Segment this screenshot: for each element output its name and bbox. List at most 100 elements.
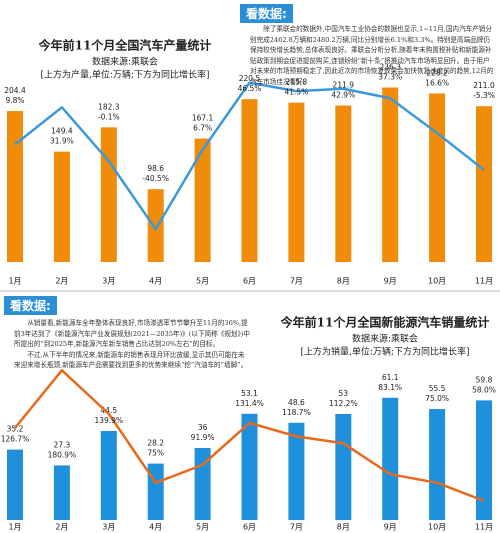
x-tick-label: 3月 bbox=[102, 523, 115, 532]
x-tick-label: 9月 bbox=[384, 277, 397, 286]
article: 从销量看,新能源车全年整体表现良好,市场渗透率节节攀升至11月的36%,提前3年… bbox=[14, 318, 250, 371]
value-label: 167.1 bbox=[192, 114, 214, 123]
bar bbox=[7, 449, 23, 520]
bar bbox=[194, 138, 211, 262]
bar bbox=[476, 106, 492, 262]
bar bbox=[335, 414, 352, 520]
bar bbox=[382, 87, 399, 262]
value-label: 35.2 bbox=[7, 425, 24, 434]
x-tick-label: 11月 bbox=[475, 523, 493, 532]
growth-label: 139.9% bbox=[94, 416, 123, 425]
value-label: 55.5 bbox=[429, 384, 446, 393]
bar bbox=[53, 151, 70, 262]
bar bbox=[335, 105, 352, 263]
bar bbox=[147, 463, 164, 520]
x-tick-label: 5月 bbox=[196, 277, 209, 286]
section-tag: 看数据: bbox=[240, 4, 293, 23]
x-tick-label: 4月 bbox=[149, 277, 162, 286]
line bbox=[14, 369, 485, 503]
bar bbox=[53, 465, 70, 520]
bar bbox=[241, 99, 258, 263]
x-tick-label: 2月 bbox=[55, 277, 68, 286]
x-tick-label: 8月 bbox=[337, 277, 350, 286]
growth-label: 9.8% bbox=[5, 96, 24, 105]
bar bbox=[100, 431, 117, 520]
growth-label: 31.9% bbox=[50, 137, 74, 146]
chart-note: [上方为产量,单位:万辆;下方为同比增长率] bbox=[41, 69, 210, 81]
value-label: 236.3 bbox=[379, 63, 401, 72]
value-label: 182.3 bbox=[98, 102, 120, 111]
x-tick-label: 5月 bbox=[196, 523, 209, 532]
bar bbox=[382, 397, 399, 520]
value-label: 149.4 bbox=[51, 127, 73, 136]
x-tick-label: 9月 bbox=[384, 523, 397, 532]
bar bbox=[7, 111, 23, 262]
x-tick-label: 4月 bbox=[149, 523, 162, 532]
growth-label: 126.7% bbox=[1, 435, 30, 444]
x-tick-label: 8月 bbox=[337, 523, 350, 532]
value-label: 36 bbox=[198, 423, 208, 432]
growth-label: 118.7% bbox=[282, 408, 311, 417]
x-tick-label: 2月 bbox=[55, 523, 68, 532]
growth-label: 6.7% bbox=[193, 124, 212, 133]
paragraph: 从销量看,新能源车全年整体表现良好,市场渗透率节节攀升至11月的36%,提前3年… bbox=[14, 319, 250, 349]
growth-label: 91.9% bbox=[191, 433, 215, 442]
growth-label: 75.0% bbox=[425, 394, 449, 403]
x-tick-label: 6月 bbox=[243, 277, 256, 286]
bar bbox=[147, 189, 164, 262]
growth-label: 131.4% bbox=[235, 399, 264, 408]
value-label: 204.4 bbox=[4, 86, 26, 95]
x-tick-label: 3月 bbox=[102, 277, 115, 286]
growth-label: -0.1% bbox=[98, 112, 120, 121]
chart-title: 今年前11个月全国汽车产量统计 bbox=[38, 38, 212, 53]
bar bbox=[429, 409, 446, 520]
x-tick-label: 1月 bbox=[8, 523, 21, 532]
paragraph: 不过,从下半年的情况来,新能源车的销售表现月环比放缓,显示其仍可能在未来迎来增长… bbox=[14, 350, 248, 370]
growth-label: 37.3% bbox=[378, 73, 402, 82]
bar bbox=[429, 93, 446, 262]
x-tick-label: 7月 bbox=[290, 277, 303, 286]
bar bbox=[288, 102, 305, 262]
growth-label: -40.5% bbox=[142, 174, 169, 183]
growth-label: 180.9% bbox=[48, 450, 77, 459]
paragraph: 除了乘联会的数据外,中国汽车工业协会的数据也显示,1~11月,国内汽车产销分别完… bbox=[250, 25, 494, 86]
x-tick-label: 6月 bbox=[243, 523, 256, 532]
value-label: 220.5 bbox=[239, 74, 261, 83]
bar bbox=[476, 400, 492, 520]
growth-label: 112.2% bbox=[329, 399, 358, 408]
value-label: 228.2 bbox=[426, 68, 448, 77]
growth-label: 75% bbox=[147, 449, 164, 458]
x-tick-label: 10月 bbox=[428, 523, 446, 532]
value-label: 211.0 bbox=[473, 81, 495, 90]
value-label: 48.6 bbox=[288, 398, 305, 407]
value-label: 53.1 bbox=[241, 389, 258, 398]
growth-label: 41.5% bbox=[284, 88, 308, 97]
value-label: 59.8 bbox=[476, 375, 493, 384]
x-tick-label: 10月 bbox=[428, 277, 446, 286]
chart-note: [上方为销量,单位:万辆;下方为同比增长率] bbox=[301, 346, 470, 358]
line bbox=[14, 81, 485, 231]
value-label: 61.1 bbox=[382, 373, 399, 382]
value-label: 27.3 bbox=[54, 440, 71, 449]
chart-subtitle: 数据来源:乘联会 bbox=[92, 56, 158, 68]
article: 除了乘联会的数据外,中国汽车工业协会的数据也显示,1~11月,国内汽车产销分别完… bbox=[250, 24, 496, 88]
chart-subtitle: 数据来源:乘联会 bbox=[352, 333, 418, 345]
growth-label: 46.5% bbox=[238, 84, 262, 93]
x-tick-label: 7月 bbox=[290, 523, 303, 532]
value-label: 215.8 bbox=[286, 78, 308, 87]
growth-label: 83.1% bbox=[378, 383, 402, 392]
growth-label: 42.9% bbox=[331, 91, 355, 100]
value-label: 98.6 bbox=[147, 164, 164, 173]
value-label: 44.5 bbox=[100, 406, 117, 415]
x-tick-label: 1月 bbox=[8, 277, 21, 286]
growth-label: 58.0% bbox=[472, 385, 496, 394]
value-label: 28.2 bbox=[147, 439, 164, 448]
chart-title: 今年前11个月全国新能源汽车销量统计 bbox=[280, 315, 490, 330]
bar bbox=[288, 422, 305, 520]
section-tag: 看数据: bbox=[4, 296, 57, 315]
x-tick-label: 11月 bbox=[475, 277, 493, 286]
value-label: 211.9 bbox=[333, 81, 355, 90]
value-label: 53 bbox=[339, 389, 349, 398]
